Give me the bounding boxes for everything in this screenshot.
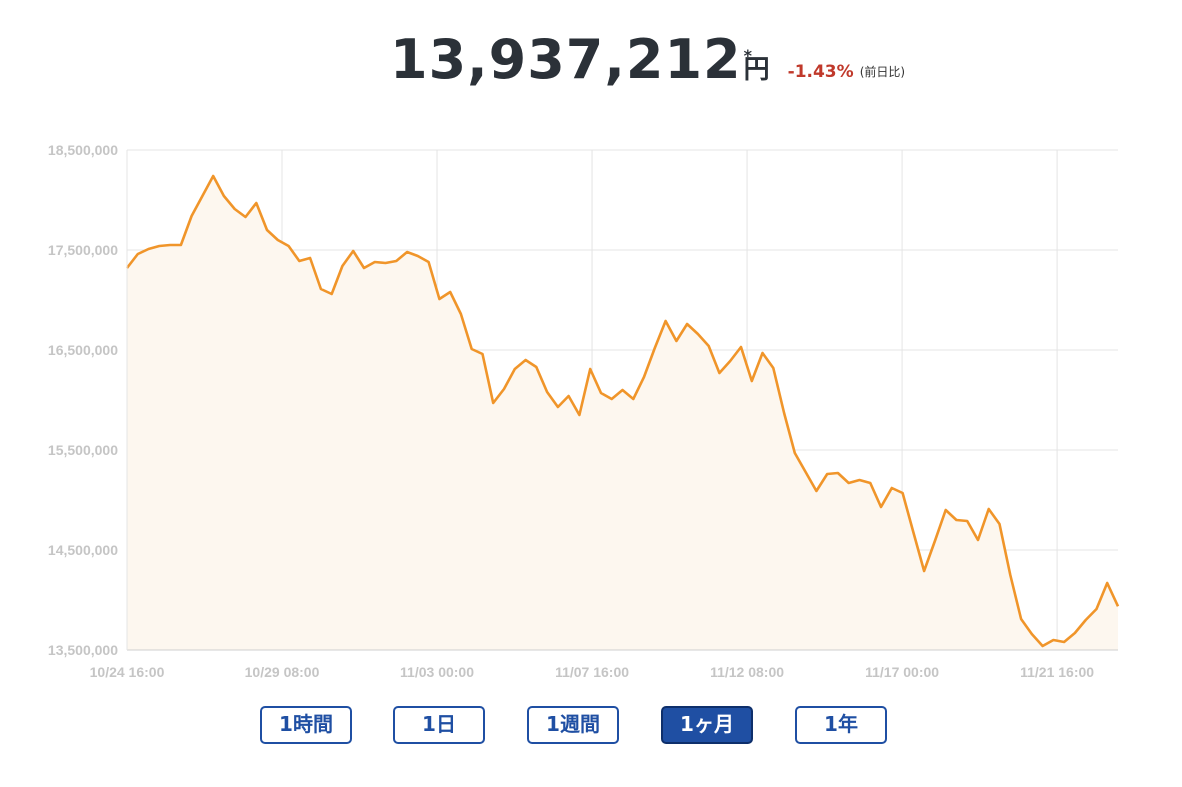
axis-layer: 18,500,000 17,500,000 16,500,000 15,500,000…: [48, 142, 1118, 680]
y-tick-label: 17,500,000: [48, 242, 118, 258]
price-chart: 18,500,000 17,500,000 16,500,000 15,500,000…: [48, 142, 1120, 680]
y-tick-label: 14,500,000: [48, 542, 118, 558]
x-tick-label: 10/24 16:00: [90, 664, 165, 680]
x-tick-label: 11/12 08:00: [710, 664, 784, 680]
price-unit-wrap: * 円: [743, 46, 770, 85]
y-tick-label: 16,500,000: [48, 342, 118, 358]
x-tick-label: 10/29 08:00: [245, 664, 320, 680]
range-selector: 1時間 1日 1週間 1ヶ月 1年: [0, 706, 1182, 748]
price-line: [125, 174, 1120, 648]
range-button-1m[interactable]: 1ヶ月: [661, 706, 753, 744]
y-tick-label: 15,500,000: [48, 442, 118, 458]
x-tick-label: 11/07 16:00: [555, 664, 629, 680]
range-button-1d[interactable]: 1日: [393, 706, 485, 744]
x-tick-label: 11/03 00:00: [400, 664, 474, 680]
price-row: 13,937,212 * 円 -1.43% (前日比): [390, 30, 905, 90]
price-area-fill: [127, 176, 1118, 650]
x-tick-label: 11/21 16:00: [1020, 664, 1094, 680]
change-label: (前日比): [859, 65, 906, 79]
price-asterisk: *: [743, 46, 752, 65]
y-tick-label: 13,500,000: [48, 642, 118, 658]
current-price: 13,937,212: [390, 28, 742, 91]
range-button-1y[interactable]: 1年: [795, 706, 887, 744]
price-header: 13,937,212 * 円 -1.43% (前日比): [0, 30, 1182, 100]
price-unit: 円: [743, 55, 770, 85]
change-percent: -1.43%: [787, 62, 854, 82]
x-tick-label: 11/17 00:00: [865, 664, 939, 680]
price-chart-svg: 18,500,000 17,500,000 16,500,000 15,500,000…: [48, 142, 1120, 680]
y-tick-label: 18,500,000: [48, 142, 118, 158]
range-button-1h[interactable]: 1時間: [260, 706, 352, 744]
range-button-1w[interactable]: 1週間: [527, 706, 619, 744]
